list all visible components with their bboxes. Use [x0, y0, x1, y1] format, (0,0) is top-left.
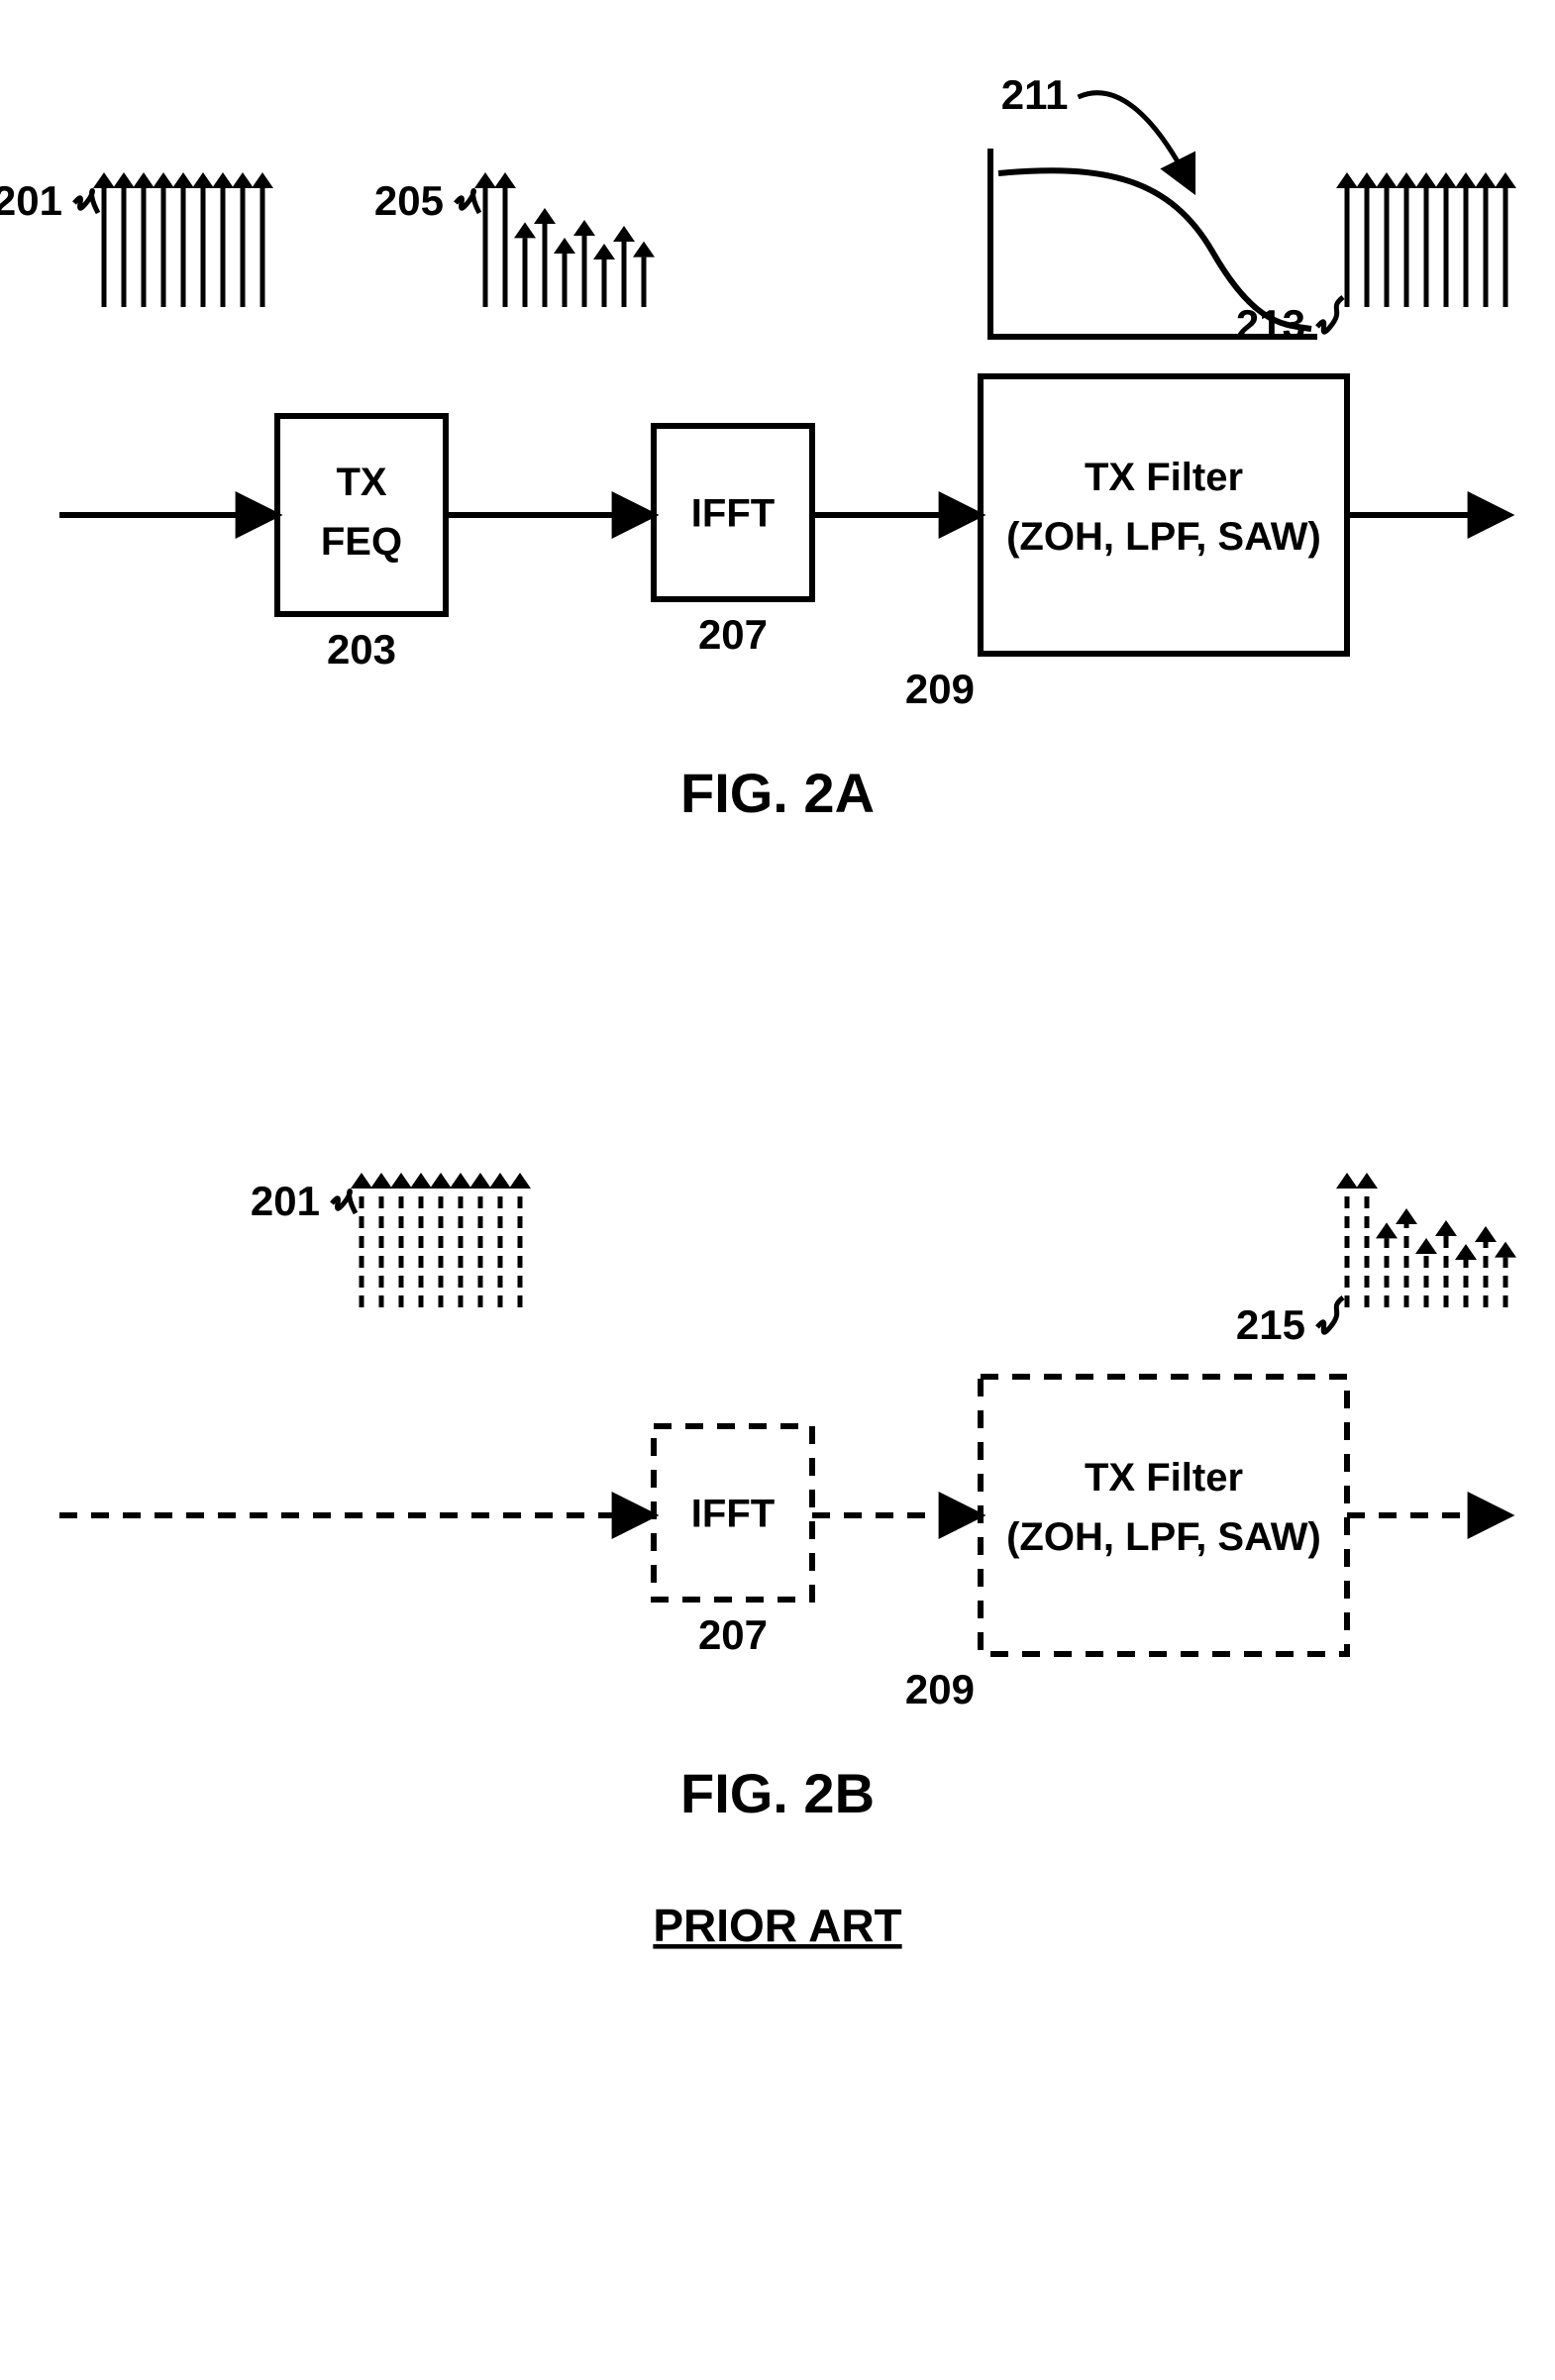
diagram-svg: 201 TX FEQ 203 205 IFFT 207 TX Filter (ZOH, LPF,…: [0, 0, 1555, 2380]
ref-label: 215: [1236, 1301, 1305, 1348]
ref-203: 203: [327, 626, 396, 673]
spectrum-arrowhead: [474, 172, 496, 188]
ref-205: [456, 191, 479, 213]
spectrum-arrowhead: [1376, 172, 1398, 188]
spectrum-arrowhead: [1356, 1173, 1378, 1189]
spectrum-arrowhead: [113, 172, 135, 188]
spectrum-arrowhead: [1435, 1220, 1457, 1236]
spectrum-arrowhead: [613, 226, 635, 242]
spectrum-arrowhead: [573, 220, 595, 236]
spectrum-arrowhead: [450, 1173, 471, 1189]
ref-label: 205: [374, 177, 444, 224]
spectrum-arrowhead: [351, 1173, 372, 1189]
spectrum-input-b: [351, 1173, 531, 1307]
ref-leader-line: [1317, 1297, 1343, 1332]
prior-art-label: PRIOR ART: [653, 1900, 901, 1951]
ref-leader-line: [1317, 297, 1343, 332]
spectrum-arrowhead: [534, 208, 556, 224]
ref-label: 201: [251, 1178, 320, 1224]
ref-209-a: 209: [905, 666, 975, 712]
spectrum-arrowhead: [430, 1173, 452, 1189]
ref-215: [1317, 1297, 1343, 1332]
spectrum-arrowhead: [1336, 1173, 1358, 1189]
spectrum-arrowhead: [1455, 172, 1477, 188]
ref-leader-line: [456, 191, 479, 213]
label-txf-a1: TX Filter: [1085, 456, 1243, 499]
spectrum-out-b: [1336, 1173, 1516, 1307]
spectrum-arrowhead: [93, 172, 115, 188]
ref-leader-line: [332, 1191, 356, 1213]
spectrum-arrowhead: [370, 1173, 392, 1189]
spectrum-arrowhead: [1396, 172, 1417, 188]
spectrum-arrowhead: [1356, 172, 1378, 188]
ref-211: 211: [1001, 71, 1069, 118]
spectrum-arrowhead: [1435, 172, 1457, 188]
spectrum-arrowhead: [153, 172, 174, 188]
spectrum-arrowhead: [469, 1173, 491, 1189]
spectrum-arrowhead: [1455, 1244, 1477, 1260]
spectrum-input-a: [93, 172, 273, 307]
ref-213: [1317, 297, 1343, 332]
spectrum-arrowhead: [252, 172, 273, 188]
label-feq-2: FEQ: [321, 520, 402, 564]
spectrum-arrowhead: [1415, 1238, 1437, 1254]
spectrum-arrowhead: [514, 222, 536, 238]
spectrum-arrowhead: [633, 242, 655, 258]
ref-label: 213: [1236, 301, 1305, 348]
caption-fig2a: FIG. 2A: [680, 762, 875, 824]
spectrum-arrowhead: [212, 172, 234, 188]
spectrum-arrowhead: [509, 1173, 531, 1189]
label-feq-1: TX: [336, 461, 386, 504]
label-ifft-a: IFFT: [691, 492, 775, 536]
spectrum-arrowhead: [1336, 172, 1358, 188]
spectrum-arrowhead: [133, 172, 155, 188]
spectrum-arrowhead: [410, 1173, 432, 1189]
label-ifft-b: IFFT: [691, 1493, 775, 1536]
spectrum-arrowhead: [232, 172, 254, 188]
spectrum-arrowhead: [1495, 1242, 1516, 1258]
spectrum-arrowhead: [172, 172, 194, 188]
spectrum-arrowhead: [593, 244, 615, 259]
spectrum-arrowhead: [494, 172, 516, 188]
label-txf-a2: (ZOH, LPF, SAW): [1006, 515, 1321, 559]
spectrum-arrowhead: [489, 1173, 511, 1189]
spectrum-arrowhead: [1475, 1226, 1497, 1242]
ref-leader-line: [74, 191, 98, 213]
spectrum-arrowhead: [192, 172, 214, 188]
spectrum-arrowhead: [1475, 172, 1497, 188]
ref-201-a: [74, 191, 98, 213]
spectrum-arrowhead: [1415, 172, 1437, 188]
spectrum-arrowhead: [1396, 1208, 1417, 1224]
label-txf-b1: TX Filter: [1085, 1456, 1243, 1500]
ref-201-b: [332, 1191, 356, 1213]
spectrum-out-a: [1336, 172, 1516, 307]
spectrum-arrowhead: [390, 1173, 412, 1189]
ref-209-b: 209: [905, 1666, 975, 1712]
page: 201 TX FEQ 203 205 IFFT 207 TX Filter (ZOH, LPF,…: [0, 0, 1555, 2380]
spectrum-mid-a: [474, 172, 655, 307]
ref-label: 201: [0, 177, 62, 224]
spectrum-arrowhead: [1495, 172, 1516, 188]
label-txf-b2: (ZOH, LPF, SAW): [1006, 1515, 1321, 1559]
spectrum-arrowhead: [554, 238, 575, 254]
ref-207-a: 207: [698, 611, 768, 658]
spectrum-arrowhead: [1376, 1222, 1398, 1238]
block-feq: [277, 416, 446, 614]
ref-207-b: 207: [698, 1611, 768, 1658]
caption-fig2b: FIG. 2B: [680, 1762, 875, 1824]
